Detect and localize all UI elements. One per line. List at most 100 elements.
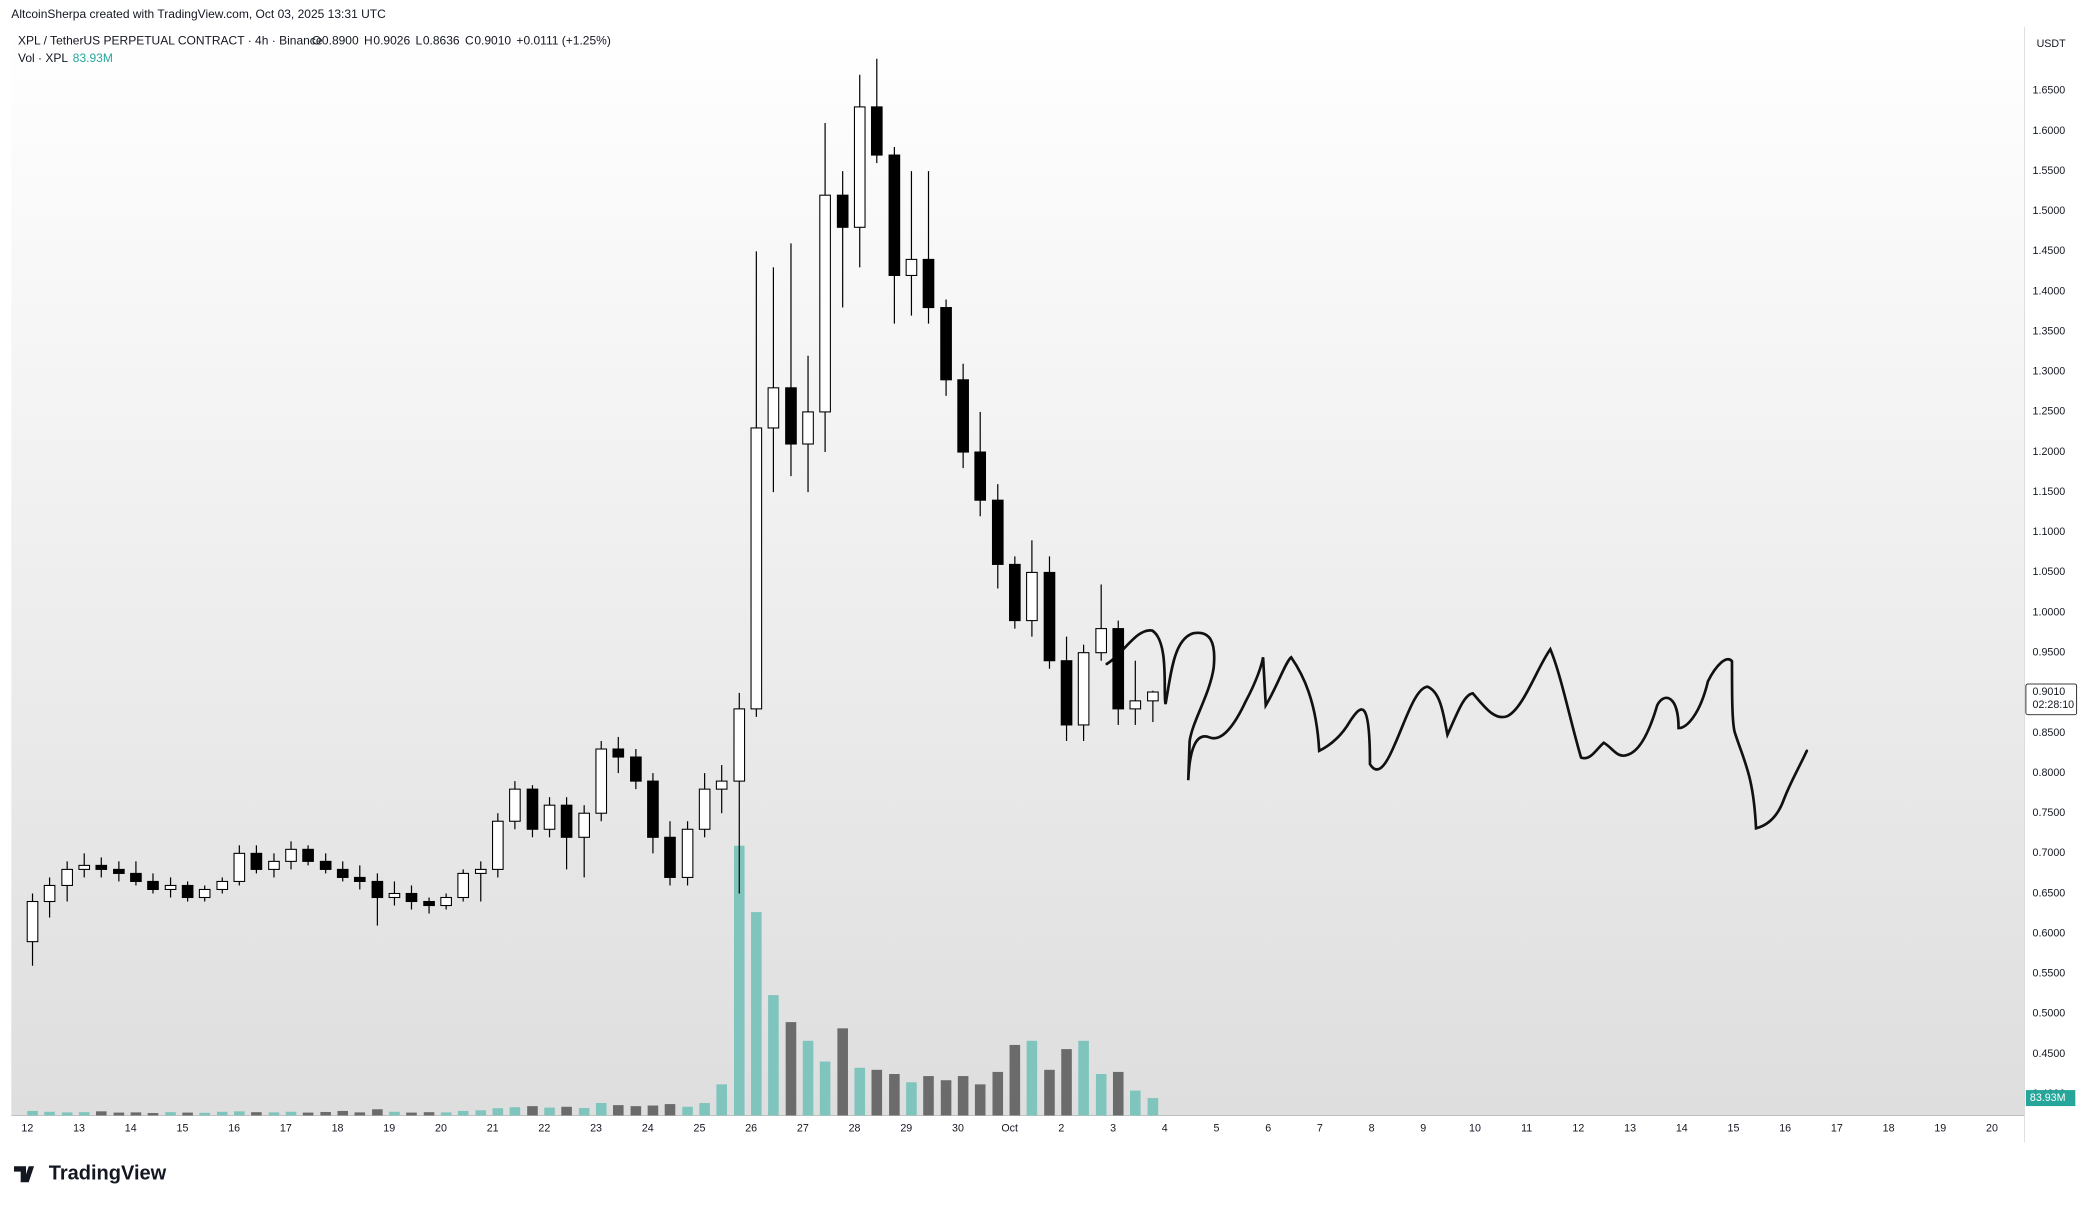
y-tick-label: 0.8000: [2033, 767, 2066, 779]
x-tick-label: 17: [280, 1123, 292, 1135]
volume-bar: [268, 1112, 280, 1116]
volume-bar: [423, 1112, 435, 1116]
volume-bar: [802, 1040, 814, 1116]
price-tag-countdown: 02:28:10: [2033, 699, 2075, 711]
candle-body: [715, 780, 728, 790]
candle-body: [560, 804, 573, 838]
candle-body: [113, 868, 125, 874]
x-tick-label: 10: [1469, 1123, 1481, 1135]
volume-bar: [561, 1106, 572, 1116]
volume-bar: [906, 1082, 917, 1116]
volume-bar: [78, 1112, 90, 1116]
candle-body: [802, 411, 814, 445]
candle-body: [405, 892, 418, 903]
x-tick-label: 12: [21, 1123, 33, 1135]
currency: USDT: [2037, 38, 2067, 50]
chart-marks: [26, 58, 1159, 1116]
y-tick-label: 1.1500: [2033, 486, 2066, 498]
candle-body: [819, 194, 831, 413]
price-axis: [2024, 26, 2085, 1143]
candle-body: [922, 258, 935, 309]
volume-bar: [1130, 1090, 1141, 1116]
x-tick-label: 13: [1624, 1123, 1636, 1135]
candle-body: [698, 788, 711, 830]
candle-body: [147, 880, 159, 891]
volume-bar: [1009, 1044, 1021, 1116]
candle-body: [1129, 700, 1142, 710]
volume-bar: [492, 1108, 504, 1116]
volume-bar: [130, 1112, 142, 1116]
y-tick-label: 0.5500: [2033, 968, 2066, 980]
candle-body: [474, 868, 487, 874]
candle-body: [198, 888, 211, 899]
logo: TradingView: [13, 1163, 167, 1185]
candle-body: [940, 307, 952, 381]
candle-body: [905, 258, 918, 276]
x-tick-label: 8: [1369, 1123, 1375, 1135]
y-tick-label: 0.7000: [2033, 847, 2066, 859]
y-tick-label: 1.0000: [2033, 606, 2066, 618]
candle-body: [250, 852, 263, 870]
candle-body: [130, 872, 142, 882]
price-tag: [2025, 683, 2078, 716]
y-tick-label: 1.6000: [2033, 125, 2066, 137]
y-tick-label: 1.4500: [2033, 245, 2066, 257]
candle-body: [733, 708, 746, 782]
y-tick-label: 0.4500: [2033, 1048, 2066, 1060]
x-tick-label: 27: [797, 1123, 809, 1135]
candle-body: [509, 788, 521, 822]
y-tick-label: 1.5500: [2033, 165, 2066, 177]
volume-bar: [199, 1112, 210, 1116]
volume-bar: [837, 1028, 848, 1116]
volume-bar: [871, 1069, 883, 1116]
legend-key: C: [465, 34, 474, 48]
volume-bar: [630, 1106, 642, 1116]
volume-bar: [595, 1103, 607, 1116]
y-tick-label: 1.3500: [2033, 325, 2066, 337]
volume-bar: [1147, 1098, 1159, 1116]
x-tick-label: 9: [1420, 1123, 1426, 1135]
volume-bar: [1026, 1040, 1038, 1116]
symbol: XPL / TetherUS PERPETUAL CONTRACT · 4h ·…: [18, 34, 323, 48]
x-tick-label: 12: [1572, 1123, 1584, 1135]
x-tick-label: 4: [1162, 1123, 1168, 1135]
volume-bar: [664, 1104, 676, 1116]
y-tick-label: 1.2500: [2033, 406, 2066, 418]
legend-key: L: [416, 34, 423, 48]
candle-body: [319, 860, 332, 870]
x-tick-label: 5: [1214, 1123, 1220, 1135]
volume-bar: [389, 1111, 400, 1116]
legend-key: O: [312, 34, 321, 48]
logo-text: TradingView: [49, 1163, 167, 1185]
projection-drawing: [1105, 629, 1809, 830]
y-tick-label: 0.6500: [2033, 887, 2066, 899]
candle-body: [216, 880, 229, 891]
volume-tag-value: 83.93M: [2030, 1092, 2066, 1104]
x-tick-label: 11: [1521, 1123, 1532, 1135]
candle-body: [1077, 652, 1090, 726]
candle-body: [1043, 571, 1056, 662]
candle-body: [664, 836, 676, 878]
volume-bar: [1061, 1049, 1072, 1116]
volume-bar: [182, 1112, 193, 1116]
x-tick-label: 3: [1110, 1123, 1116, 1135]
candle-body: [1147, 691, 1159, 702]
volume-bar: [940, 1080, 952, 1116]
x-tick-label: 17: [1831, 1123, 1843, 1135]
volume-bar: [320, 1111, 331, 1116]
candle-body: [853, 106, 866, 228]
candle-body: [681, 828, 694, 878]
candle-body: [492, 820, 504, 870]
candle-body: [767, 387, 780, 429]
volume-bar: [768, 995, 779, 1116]
x-tick-label: 16: [228, 1123, 240, 1135]
x-tick-label: 18: [1883, 1123, 1895, 1135]
candle-body: [423, 900, 435, 907]
volume-bar: [440, 1112, 452, 1116]
x-tick-label: 29: [900, 1123, 912, 1135]
x-tick-label: 28: [849, 1123, 861, 1135]
volume-bar: [372, 1109, 383, 1116]
volume-bar: [337, 1110, 349, 1116]
x-tick-label: 2: [1058, 1123, 1064, 1135]
x-tick-label: 26: [745, 1123, 757, 1135]
